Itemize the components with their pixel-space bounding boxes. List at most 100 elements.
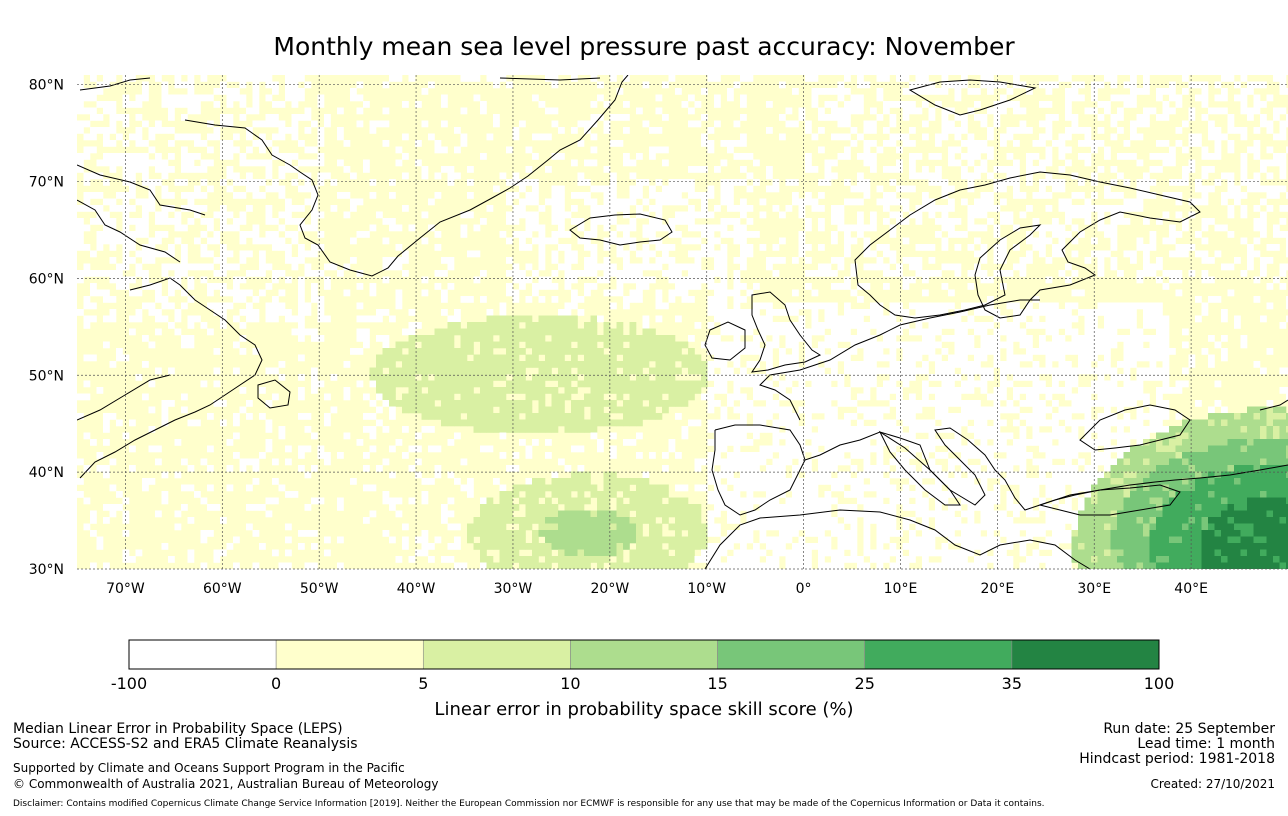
skill-cell <box>935 341 942 349</box>
skill-cell <box>239 218 247 225</box>
skill-cell <box>220 81 227 89</box>
skill-cell <box>883 75 890 82</box>
skill-cell <box>1279 172 1287 180</box>
skill-cell <box>434 406 442 414</box>
skill-cell <box>850 94 858 102</box>
skill-cell <box>129 276 136 284</box>
skill-cell <box>610 185 617 193</box>
skill-cell <box>857 315 864 323</box>
skill-cell <box>1104 328 1111 336</box>
skill-cell <box>1169 179 1176 186</box>
skill-cell <box>915 354 923 362</box>
skill-cell <box>1104 458 1111 466</box>
skill-cell <box>1084 400 1092 407</box>
skill-cell <box>584 471 591 479</box>
skill-cell <box>187 218 195 225</box>
skill-cell <box>1136 432 1144 440</box>
skill-cell <box>525 452 533 459</box>
skill-cell <box>1169 439 1176 446</box>
skill-cell <box>1104 426 1111 433</box>
skill-cell <box>473 413 481 420</box>
skill-cell <box>532 361 539 368</box>
skill-cell <box>1162 322 1170 329</box>
skill-cell <box>1182 465 1189 472</box>
skill-cell <box>252 458 260 466</box>
skill-cell <box>376 120 383 128</box>
skill-cell <box>226 153 234 160</box>
skill-cell <box>805 198 812 206</box>
skill-cell <box>1039 224 1046 232</box>
skill-cell <box>967 302 975 310</box>
skill-cell <box>1227 120 1235 128</box>
skill-cell <box>577 296 585 303</box>
skill-cell <box>181 114 188 121</box>
skill-cell <box>142 179 149 186</box>
skill-cell <box>298 354 305 362</box>
skill-cell <box>1156 367 1163 375</box>
skill-cell <box>668 276 676 284</box>
skill-cell <box>590 114 598 121</box>
skill-cell <box>233 367 240 375</box>
skill-cell <box>941 419 949 427</box>
skill-cell <box>1013 335 1020 342</box>
skill-cell <box>519 348 526 355</box>
skill-cell <box>1182 250 1189 258</box>
skill-cell <box>915 400 923 407</box>
skill-cell <box>714 289 721 297</box>
skill-cell <box>1214 296 1222 303</box>
skill-cell <box>629 348 637 355</box>
skill-cell <box>850 367 858 375</box>
skill-cell <box>961 419 968 427</box>
skill-cell <box>818 419 825 427</box>
skill-cell <box>636 341 643 349</box>
skill-cell <box>1182 179 1189 186</box>
skill-cell <box>733 218 741 225</box>
skill-cell <box>1130 309 1137 316</box>
skill-cell <box>805 400 812 407</box>
skill-cell <box>1097 374 1105 381</box>
skill-cell <box>902 276 910 284</box>
skill-cell <box>1045 367 1053 375</box>
skill-cell <box>1110 263 1118 271</box>
skill-cell <box>1130 322 1137 329</box>
skill-cell <box>538 367 546 375</box>
skill-cell <box>720 374 728 381</box>
skill-cell <box>148 406 156 414</box>
skill-cell <box>993 458 1001 466</box>
skill-cell <box>616 140 624 147</box>
skill-cell <box>564 374 572 381</box>
skill-cell <box>493 328 500 336</box>
skill-cell <box>629 276 637 284</box>
skill-cell <box>1123 465 1131 472</box>
skill-cell <box>551 153 559 160</box>
skill-cell <box>1247 413 1254 420</box>
skill-cell <box>727 458 734 466</box>
skill-cell <box>1149 309 1157 316</box>
skill-cell <box>668 263 676 271</box>
skill-cell <box>83 192 91 199</box>
skill-cell <box>1058 244 1066 251</box>
skill-cell <box>525 445 533 453</box>
skill-cell <box>974 426 981 433</box>
skill-cell <box>668 335 676 342</box>
skill-cell <box>818 426 825 433</box>
skill-cell <box>1214 94 1222 102</box>
skill-cell <box>980 276 988 284</box>
skill-cell <box>1136 192 1144 199</box>
skill-cell <box>707 283 715 290</box>
skill-cell <box>142 120 149 128</box>
skill-cell <box>844 302 851 310</box>
skill-cell <box>987 413 994 420</box>
skill-cell <box>168 166 175 173</box>
skill-cell <box>395 380 403 388</box>
skill-cell <box>1149 413 1157 420</box>
skill-cell <box>83 354 91 362</box>
skill-cell <box>1026 348 1033 355</box>
skill-cell <box>480 361 487 368</box>
skill-cell <box>1208 361 1215 368</box>
skill-cell <box>915 348 923 355</box>
skill-cell <box>889 335 897 342</box>
skill-cell <box>967 348 975 355</box>
skill-cell <box>681 296 689 303</box>
skill-cell <box>954 146 962 154</box>
